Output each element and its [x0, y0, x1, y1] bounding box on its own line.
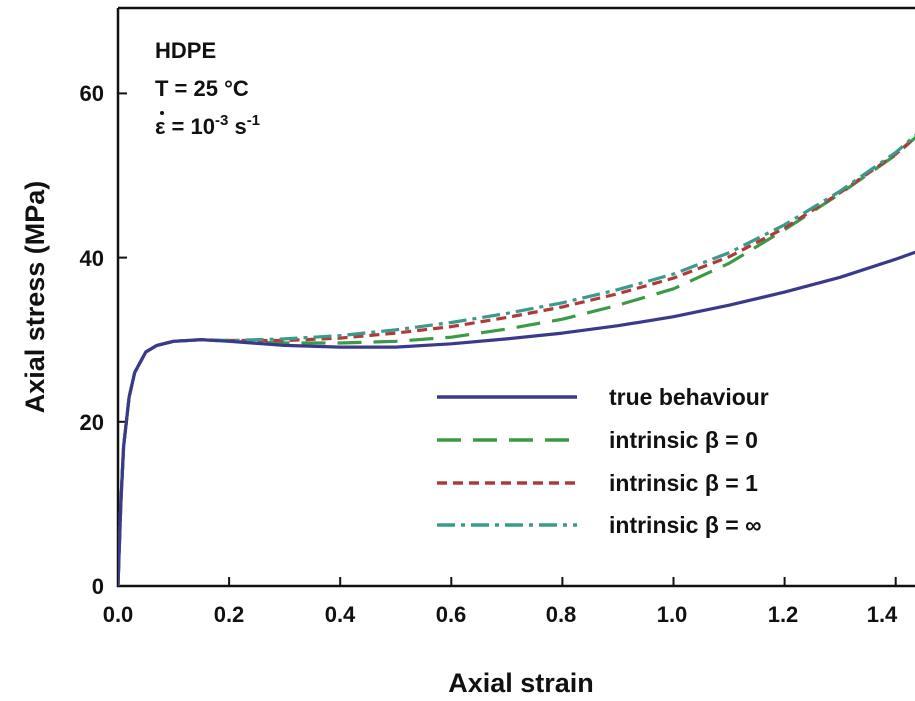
legend-label: true behaviour [609, 384, 769, 410]
y-tick-labels: 0 20 40 60 [80, 81, 104, 599]
y-tick-label: 40 [80, 246, 104, 271]
legend-label: intrinsic β = 0 [609, 427, 758, 453]
legend: true behaviour intrinsic β = 0 intrinsic… [437, 384, 769, 538]
x-tick-label: 0.6 [436, 602, 467, 627]
strain-rate-label: ε = 10-3 s-1 [155, 112, 260, 139]
condition-annotation: HDPE T = 25 °C ε = 10-3 s-1 [155, 38, 260, 139]
y-tick-label: 20 [80, 410, 104, 435]
material-label: HDPE [155, 38, 216, 63]
series-line-1 [118, 135, 915, 586]
series-line-2 [118, 135, 915, 586]
x-tick-label: 1.0 [657, 602, 688, 627]
temperature-label: T = 25 °C [155, 76, 249, 101]
x-tick-label: 0.2 [214, 602, 245, 627]
series-line-0 [118, 250, 915, 586]
legend-label: intrinsic β = 1 [609, 470, 758, 496]
x-axis-title: Axial strain [448, 668, 594, 698]
legend-label: intrinsic β = ∞ [609, 512, 762, 538]
x-tick-label: 0.4 [325, 602, 356, 627]
x-tick-labels: 0.0 0.2 0.4 0.6 0.8 1.0 1.2 1.4 [103, 602, 898, 627]
series-line-3 [118, 133, 915, 586]
y-axis-title: Axial stress (MPa) [20, 181, 50, 414]
x-tick-label: 0.0 [103, 602, 134, 627]
y-tick-label: 0 [92, 574, 104, 599]
series-lines [118, 133, 915, 586]
strain-rate-dot [160, 111, 164, 115]
x-tick-label: 0.8 [546, 602, 577, 627]
x-tick-label: 1.2 [768, 602, 799, 627]
x-tick-label: 1.4 [867, 602, 898, 627]
y-tick-label: 60 [80, 81, 104, 106]
